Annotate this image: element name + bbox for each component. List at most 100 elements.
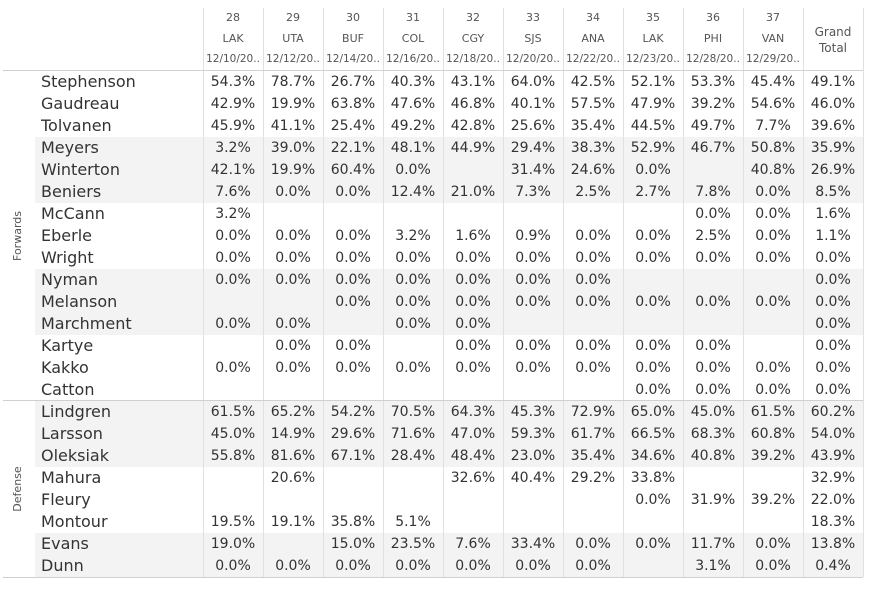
row-band [35,401,863,423]
grand-total-value: 26.9% [810,162,856,178]
column-divider [563,8,564,577]
grand-total-value: 22.0% [810,492,856,508]
cell-value: 39.2% [750,492,796,508]
cell-value: 72.9% [570,404,616,420]
cell-value: 47.0% [450,426,496,442]
cell-value: 39.0% [270,140,316,156]
cell-value: 39.2% [690,96,736,112]
cell-value: 0.0% [395,272,431,288]
cell-value: 7.6% [215,184,251,200]
column-header-number: 28 [226,11,240,24]
cell-value: 3.2% [395,228,431,244]
cell-value: 38.3% [570,140,616,156]
column-header-number: 29 [286,11,300,24]
cell-value: 0.0% [695,382,731,398]
row-band [35,313,863,335]
cell-value: 78.7% [270,74,316,90]
cell-value: 0.0% [335,294,371,310]
cell-value: 48.1% [390,140,436,156]
cell-value: 0.0% [275,228,311,244]
grand-total-value: 0.0% [815,250,851,266]
cell-value: 61.5% [210,404,256,420]
row-band [35,269,863,291]
cell-value: 42.1% [210,162,256,178]
cell-value: 7.6% [455,536,491,552]
cell-value: 0.0% [275,250,311,266]
cell-value: 0.0% [695,294,731,310]
player-name: Oleksiak [41,446,109,465]
cell-value: 0.0% [455,250,491,266]
cell-value: 0.0% [215,228,251,244]
cell-value: 34.6% [630,448,676,464]
cell-value: 42.5% [570,74,616,90]
cell-value: 5.1% [395,514,431,530]
cell-value: 81.6% [270,448,316,464]
cell-value: 46.7% [690,140,736,156]
cell-value: 45.4% [750,74,796,90]
cell-value: 47.9% [630,96,676,112]
cell-value: 0.0% [275,558,311,574]
cell-value: 66.5% [630,426,676,442]
cell-value: 7.3% [515,184,551,200]
cell-value: 0.0% [755,250,791,266]
cell-value: 0.0% [335,228,371,244]
player-name: Evans [41,534,89,553]
column-header-team: CGY [461,32,485,45]
cell-value: 26.7% [330,74,376,90]
grand-total-value: 35.9% [810,140,856,156]
column-header-team: BUF [342,32,364,45]
column-header-number: 32 [466,11,480,24]
grand-total-value: 0.0% [815,272,851,288]
player-name: Beniers [41,182,102,201]
cell-value: 40.4% [510,470,556,486]
cell-value: 12.4% [390,184,436,200]
player-name: Mahura [41,468,102,487]
cell-value: 0.0% [215,360,251,376]
cell-value: 0.0% [515,558,551,574]
cell-value: 45.3% [510,404,556,420]
cell-value: 7.8% [695,184,731,200]
table-bottom [3,577,863,578]
column-header-number: 37 [766,11,780,24]
row-band [35,445,863,467]
player-name: Lindgren [41,402,112,421]
cell-value: 49.7% [690,118,736,134]
cell-value: 52.9% [630,140,676,156]
grand-total-value: 8.5% [815,184,851,200]
cell-value: 64.0% [510,74,556,90]
column-divider [203,8,204,577]
cell-value: 0.0% [335,272,371,288]
cell-value: 24.6% [570,162,616,178]
grand-total-value: 0.0% [815,382,851,398]
cell-value: 23.0% [510,448,556,464]
cell-value: 63.8% [330,96,376,112]
cell-value: 46.8% [450,96,496,112]
player-name: Wright [41,248,94,267]
cell-value: 0.0% [635,382,671,398]
player-name: Gaudreau [41,94,120,113]
column-header-team: LAK [642,32,664,45]
column-header-date: 12/23/20.. [626,53,680,65]
cell-value: 40.8% [750,162,796,178]
cell-value: 0.0% [335,184,371,200]
cell-value: 3.2% [215,206,251,222]
cell-value: 43.1% [450,74,496,90]
cell-value: 40.8% [690,448,736,464]
cell-value: 54.2% [330,404,376,420]
cell-value: 21.0% [450,184,496,200]
cell-value: 32.6% [450,470,496,486]
cell-value: 60.4% [330,162,376,178]
cell-value: 0.0% [755,536,791,552]
cell-value: 0.0% [575,536,611,552]
grand-total-value: 0.0% [815,316,851,332]
column-header-team: COL [401,32,425,45]
column-header-date: 12/14/20.. [326,53,380,65]
player-name: Dunn [41,556,84,575]
cell-value: 0.0% [575,272,611,288]
cell-value: 40.1% [510,96,556,112]
cell-value: 19.5% [210,514,256,530]
grand-total-value: 1.6% [815,206,851,222]
column-divider [743,8,744,577]
cell-value: 35.8% [330,514,376,530]
